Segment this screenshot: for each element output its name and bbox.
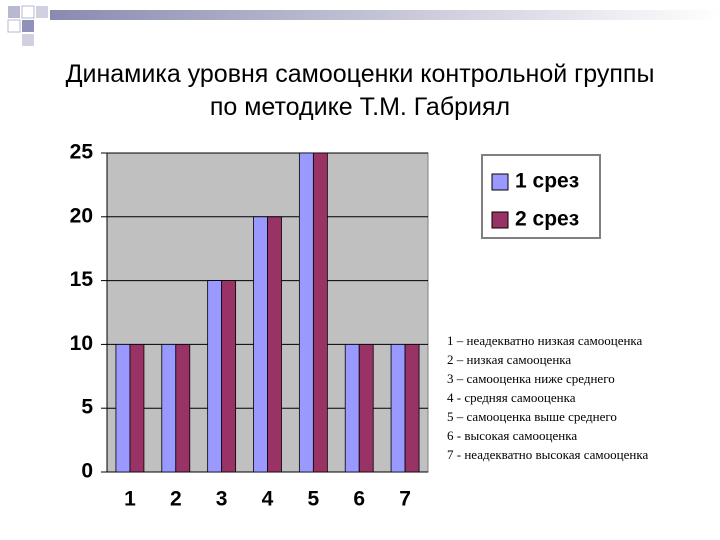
bar [115,343,131,473]
bar [298,152,314,473]
note: 7 - неадекватно высокая самооценка [447,447,648,462]
bar [161,343,177,473]
note: 2 – низкая самооценка [447,352,571,367]
x-tick-label: 3 [216,488,228,511]
x-tick-label: 5 [308,488,320,511]
bar [404,343,420,473]
x-tick-label: 2 [170,488,182,511]
y-tick-label: 0 [81,460,93,483]
legend: 1 срез 2 срез [481,154,601,239]
legend-label: 2 срез [515,208,579,231]
x-tick-label: 4 [262,488,274,511]
y-tick-label: 15 [70,268,94,291]
chart-title: Динамика уровня самооценки контрольной г… [65,60,655,121]
y-tick-label: 5 [81,396,93,419]
note: 4 - средняя самооценка [447,390,576,405]
bar [358,343,374,473]
bar [312,152,328,473]
decoration [7,5,720,46]
legend-label: 1 срез [515,170,579,193]
bar [221,280,237,473]
legend-swatch [491,211,509,229]
x-tick-label: 6 [353,488,365,511]
note: 6 - высокая самооценка [447,428,577,443]
x-tick-label: 7 [399,488,411,511]
bar [175,343,191,473]
note: 1 – неадекватно низкая самооценка [447,333,643,348]
bar [344,343,360,473]
bar [267,216,282,473]
legend-swatch [491,173,509,191]
y-tick-label: 20 [70,204,93,227]
note: 5 – самооценка выше среднего [447,409,617,424]
y-tick-label: 10 [70,332,93,355]
bar [207,280,223,473]
y-tick-label: 25 [70,141,94,164]
note: 3 – самооценка ниже среднего [447,371,615,386]
bar [253,216,268,473]
bar [129,343,145,473]
x-tick-label: 1 [124,488,136,511]
bar [390,343,406,473]
